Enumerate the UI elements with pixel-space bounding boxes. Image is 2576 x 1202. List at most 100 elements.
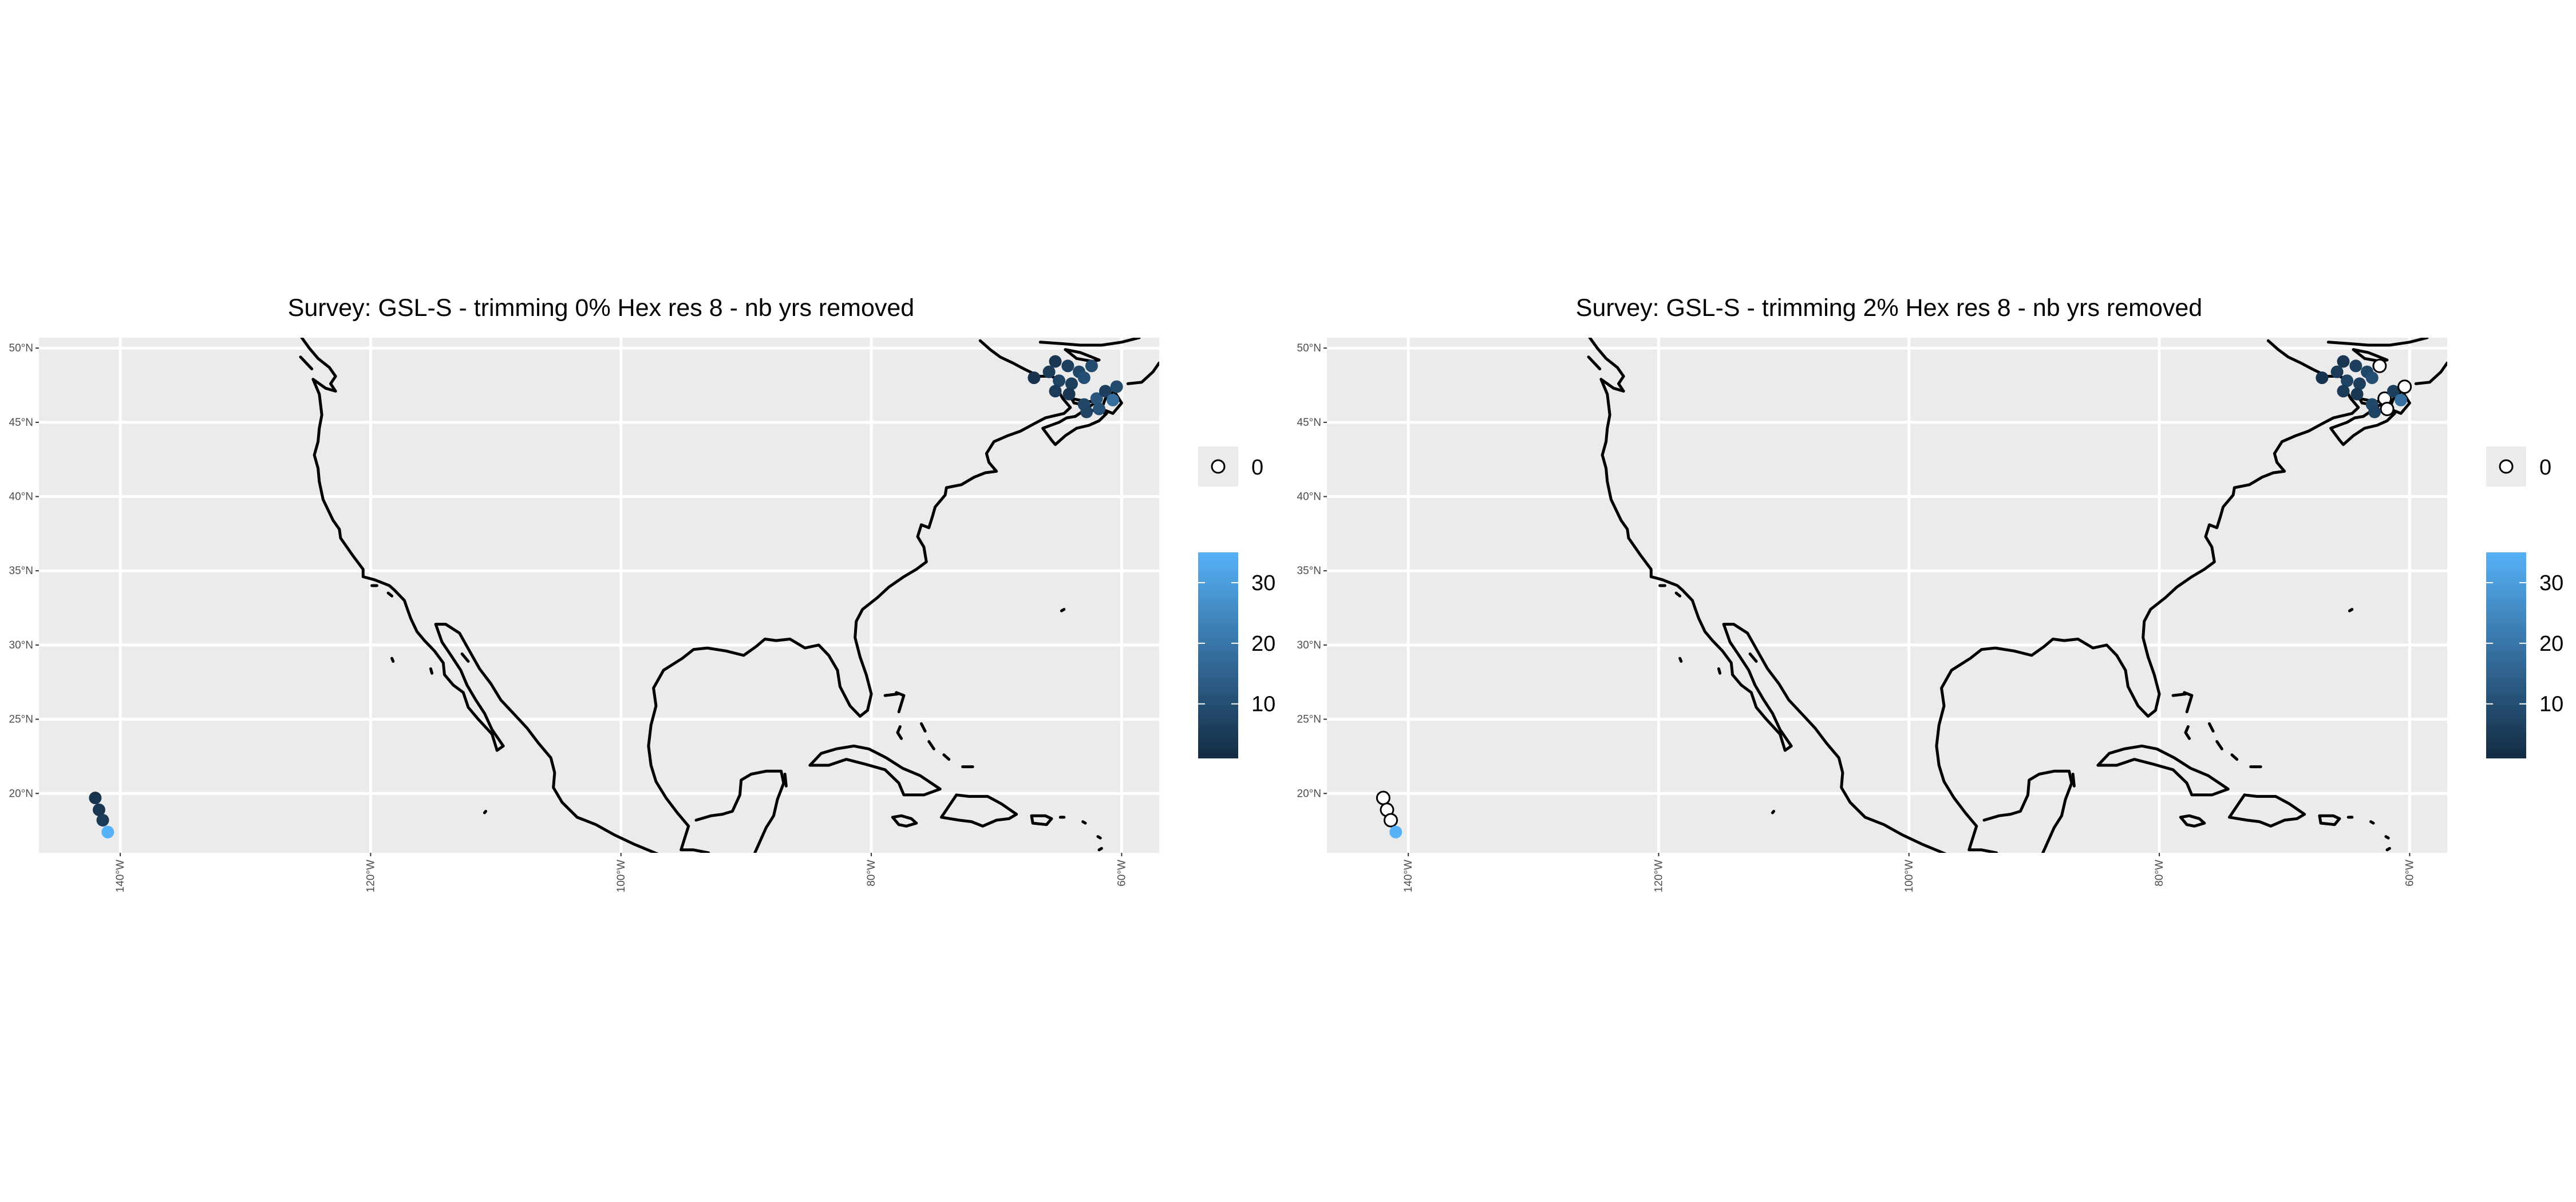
y-tick-label: 40°N — [9, 491, 33, 503]
x-tick-label: 100°W — [1903, 860, 1915, 892]
survey-point — [2353, 377, 2366, 390]
survey-point — [1061, 359, 1074, 373]
coastline — [927, 740, 935, 750]
colorbar-label: 20 — [1251, 632, 1275, 656]
y-tick-label: 35°N — [9, 565, 33, 577]
survey-point — [89, 792, 102, 805]
coastline — [1081, 820, 1087, 825]
coastline — [2369, 820, 2375, 825]
coastline — [694, 769, 785, 853]
legend-zero-symbol — [2499, 459, 2514, 474]
y-tick-label: 40°N — [1297, 491, 1321, 503]
coastline — [1100, 389, 1123, 415]
coastline — [2184, 725, 2191, 740]
survey-point — [2387, 385, 2400, 398]
survey-point — [1099, 385, 1112, 398]
coastline — [1096, 835, 1102, 840]
y-tick-label: 35°N — [1297, 565, 1321, 577]
map-panel-left: Survey: GSL-S - trimming 0% Hex res 8 - … — [9, 294, 1276, 892]
survey-point — [1028, 371, 1041, 385]
coastline — [2384, 835, 2390, 840]
survey-point — [1110, 380, 1123, 393]
coastline — [1126, 361, 1159, 385]
coastline — [1935, 339, 2360, 853]
coastline — [1038, 338, 1141, 347]
coastline — [1041, 409, 1108, 446]
gridlines — [1327, 338, 2447, 853]
survey-point — [2349, 359, 2362, 373]
coastline — [460, 652, 470, 663]
survey-point — [1049, 385, 1062, 398]
coastline — [483, 809, 488, 814]
survey-point — [1085, 359, 1098, 373]
gridlines — [39, 338, 1159, 853]
survey-point — [1090, 392, 1103, 405]
survey-point — [2316, 371, 2329, 385]
coastline — [2385, 847, 2391, 852]
survey-point-zero — [1376, 790, 1390, 805]
y-tick-label: 20°N — [9, 788, 33, 800]
survey-point — [2368, 405, 2381, 418]
coastline — [2179, 814, 2206, 828]
coastline — [808, 744, 942, 797]
coastline — [896, 725, 903, 740]
coastline — [429, 667, 434, 675]
coastline — [2348, 608, 2354, 612]
coastline — [2171, 693, 2187, 697]
coastline — [2388, 389, 2411, 415]
y-tick-label: 50°N — [9, 342, 33, 354]
map-svg: 20°N 25°N 30°N 35°N 40°N 45°N 50°N 140°W 120°W 10… — [9, 338, 1275, 892]
survey-point — [2337, 385, 2350, 398]
coastline — [883, 693, 899, 697]
x-tick-label: 120°W — [1653, 860, 1665, 892]
survey-points — [1376, 355, 2412, 839]
x-tick-label: 120°W — [365, 860, 377, 892]
coastline — [1030, 814, 1053, 827]
colorbar-label: 10 — [2539, 693, 2563, 717]
y-tick-label: 50°N — [1297, 342, 1321, 354]
x-tick-label: 140°W — [1402, 860, 1415, 892]
coastline — [2215, 740, 2223, 750]
coastline — [783, 773, 788, 788]
map-svg: 20°N 25°N 30°N 35°N 40°N 45°N 50°N 140°W 120°W 10… — [1297, 338, 2563, 892]
coastline — [2326, 338, 2429, 347]
coastline — [2071, 773, 2076, 788]
survey-point — [96, 813, 109, 827]
survey-point-zero — [2397, 379, 2412, 394]
coastline — [1060, 608, 1066, 612]
coastline — [647, 339, 1072, 853]
y-tick-label: 30°N — [9, 639, 33, 651]
colorbar-label: 10 — [1251, 693, 1275, 717]
coastline — [2329, 409, 2396, 446]
x-tick-label: 80°W — [2154, 860, 2166, 887]
survey-point — [101, 825, 114, 839]
legend-zero-label: 0 — [1251, 456, 1263, 480]
plot-background — [39, 338, 1159, 853]
survey-point-zero — [1384, 813, 1398, 828]
survey-points — [89, 355, 1123, 839]
coastline — [2208, 722, 2215, 733]
coastline — [942, 753, 951, 761]
survey-point — [1107, 393, 1120, 406]
y-tick-label: 25°N — [9, 714, 33, 726]
survey-point — [2337, 355, 2350, 368]
coastline — [1678, 657, 1683, 663]
coastline — [1064, 348, 1101, 363]
coastline — [1588, 338, 1947, 853]
coastline — [2414, 361, 2447, 385]
y-tick-label: 45°N — [9, 417, 33, 429]
survey-point — [1065, 377, 1078, 390]
survey-point — [1053, 374, 1066, 388]
colorbar — [1198, 552, 1238, 758]
coastline — [1587, 355, 1602, 370]
coastline — [2096, 744, 2230, 797]
coastline — [1748, 652, 1758, 663]
coastline — [1674, 591, 1682, 598]
survey-point-zero — [2372, 358, 2387, 373]
plot-background — [1327, 338, 2447, 853]
x-tick-label: 100°W — [615, 860, 627, 892]
coastline — [1717, 667, 1722, 675]
survey-point — [2341, 374, 2354, 388]
colorbar-label: 20 — [2539, 632, 2563, 656]
map-panel-right: Survey: GSL-S - trimming 2% Hex res 8 - … — [1288, 0, 2576, 1202]
